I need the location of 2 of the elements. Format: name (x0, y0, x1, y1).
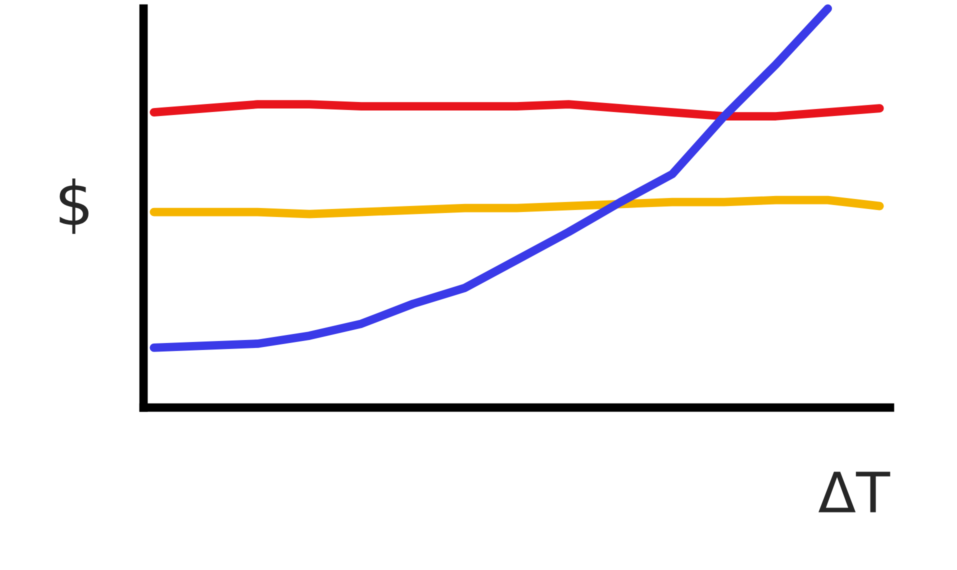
x-axis-title: ΔT (818, 472, 890, 512)
y-axis-title: $ (60, 178, 88, 234)
